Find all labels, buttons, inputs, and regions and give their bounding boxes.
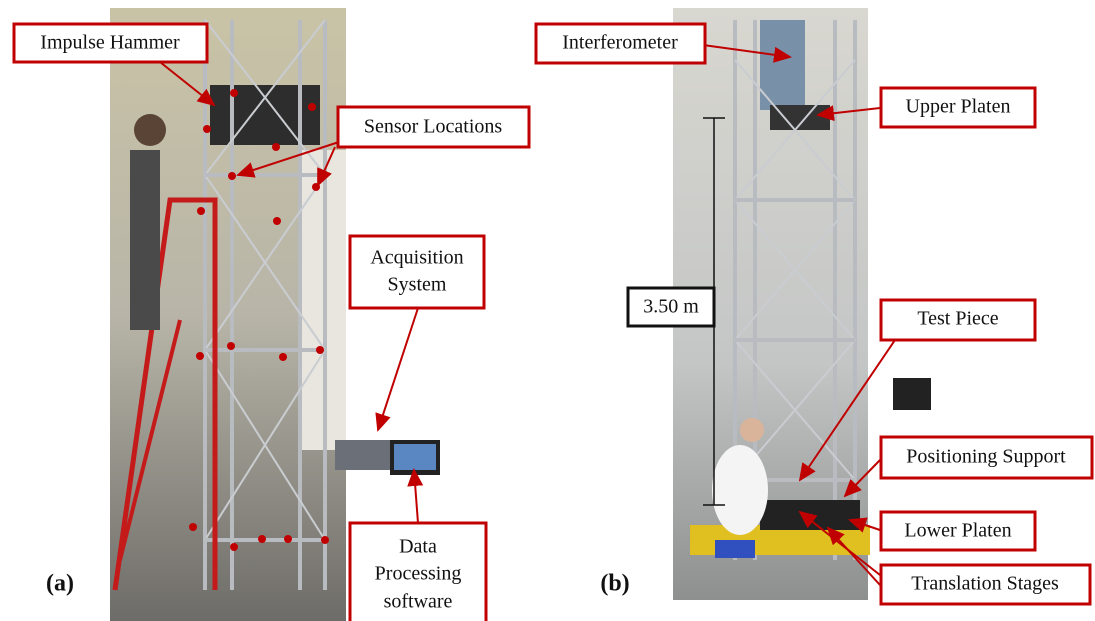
annotation-text: Processing [375,563,462,585]
annotation: Sensor Locations [338,107,529,147]
annotation-text: Lower Platen [904,520,1011,542]
figure: Impulse Hammer Sensor Locations Acquisit… [0,0,1095,621]
annotation: Acquisition System [350,236,484,308]
annotation-text: Translation Stages [911,573,1059,595]
annotation: Positioning Support [881,437,1092,478]
dimension: 3.50 m [628,288,714,326]
annotation: Translation Stages [881,565,1090,604]
annotation: Lower Platen [881,512,1035,550]
annotation: Data Processing software [350,523,486,621]
annotation-text: Upper Platen [906,96,1011,118]
annotation-text: Sensor Locations [364,116,503,138]
annotation-text: Interferometer [562,32,678,54]
annotation: Impulse Hammer [14,24,207,62]
annotation-text: Acquisition [370,247,463,269]
annotation-text: Impulse Hammer [40,32,180,54]
dimension-text: 3.50 m [643,296,699,318]
annotation-text: Positioning Support [906,446,1066,468]
annotation-text: Data [399,536,437,558]
annotation-text: software [384,591,453,613]
annotation: Upper Platen [881,88,1035,127]
annotation-text: Test Piece [917,308,998,330]
panel-label: (b) [600,571,629,597]
annotation-text: System [388,274,447,296]
panel-label: (a) [46,571,74,597]
annotation: Interferometer [536,24,705,63]
annotation: Test Piece [881,300,1035,340]
